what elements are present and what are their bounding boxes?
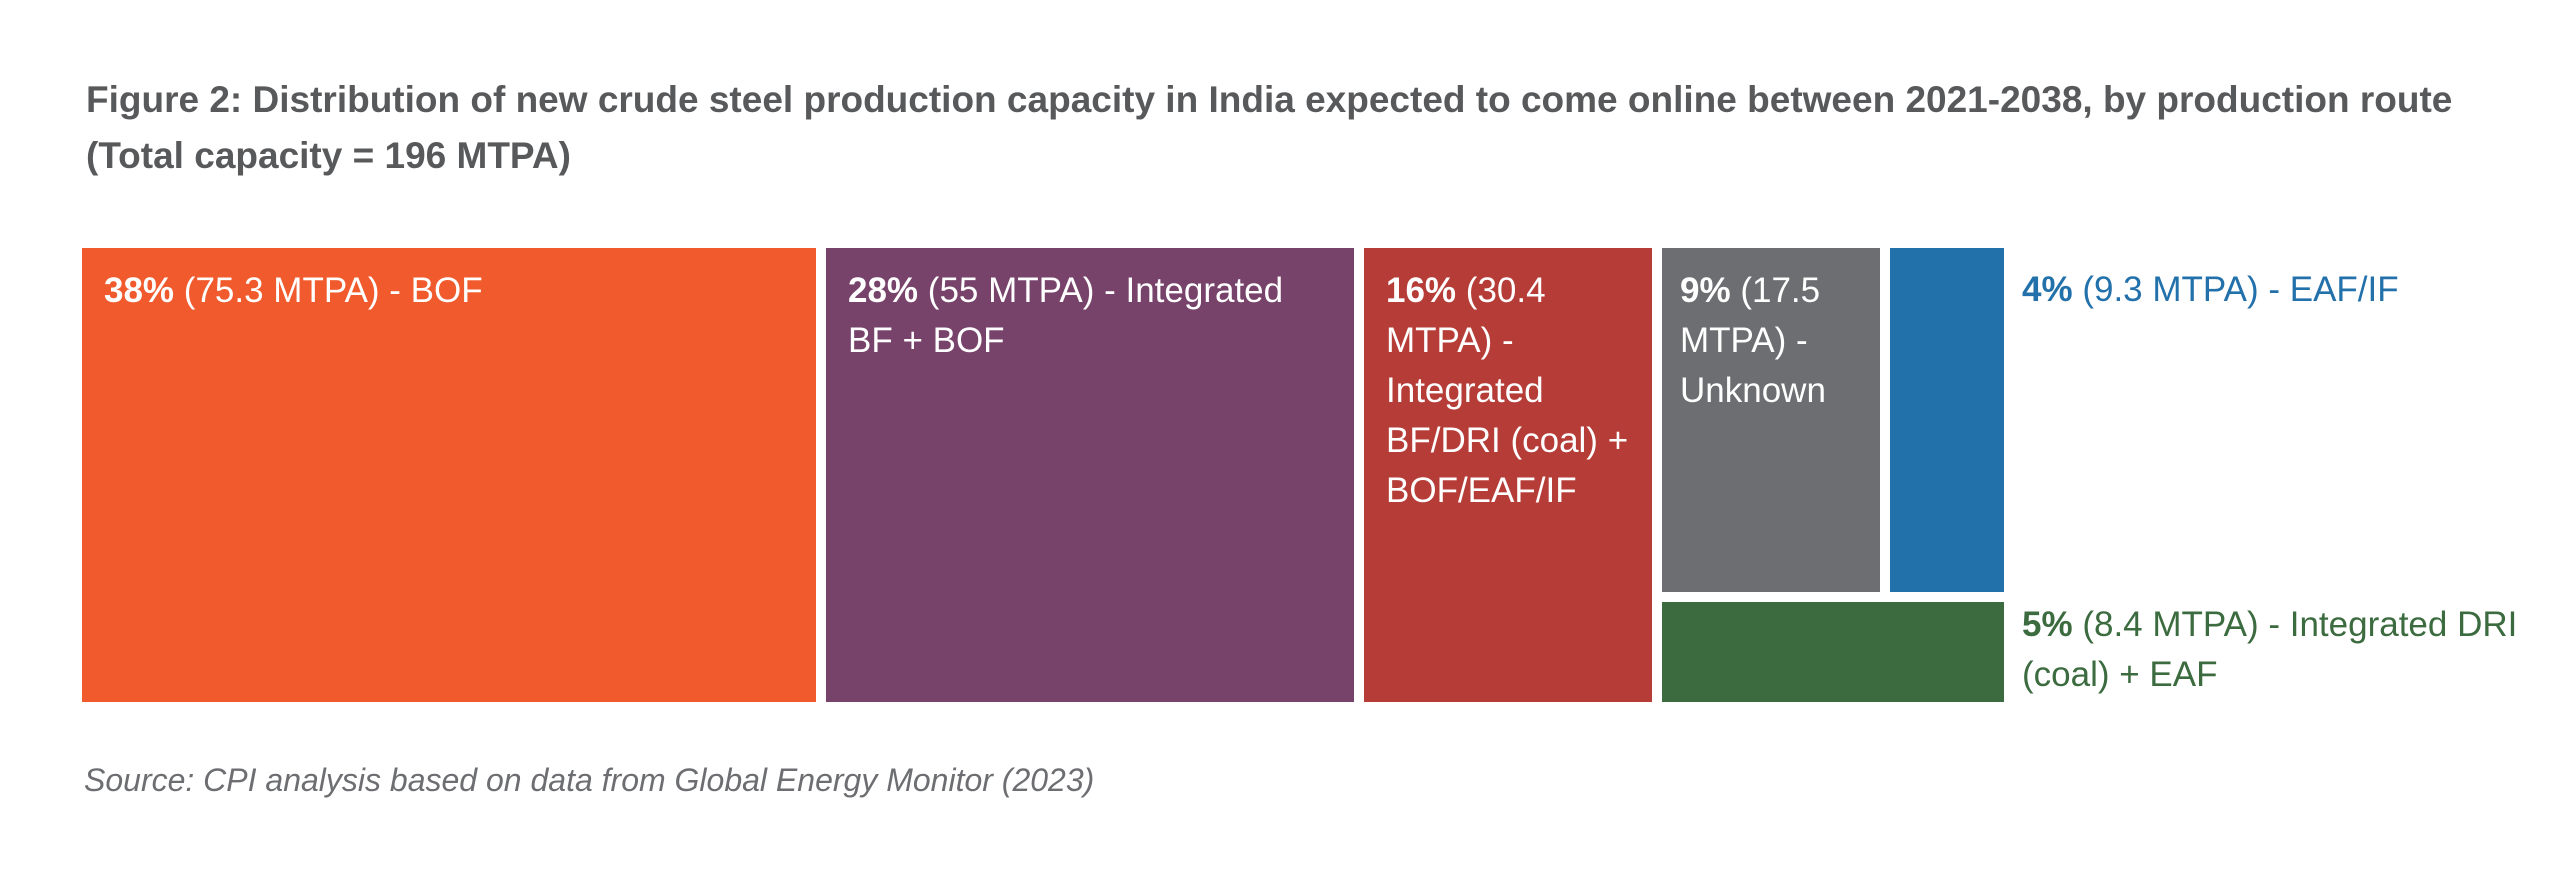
tile-integrated-dri-eaf — [1662, 602, 2004, 702]
tile-integrated-bf-bof-percent: 28% — [848, 271, 919, 310]
tile-bof-detail: (75.3 MTPA) - BOF — [174, 271, 483, 310]
tile-integrated-bf-dri-detail: (30.4 MTPA) - Integrated BF/DRI (coal) +… — [1386, 271, 1629, 510]
tile-integrated-bf-dri: 16% (30.4 MTPA) - Integrated BF/DRI (coa… — [1364, 248, 1652, 702]
label-integrated-dri-eaf: 5% (8.4 MTPA) - Integrated DRI (coal) + … — [2022, 600, 2522, 700]
tile-unknown-percent: 9% — [1680, 271, 1731, 310]
label-eaf-if-percent: 4% — [2022, 270, 2073, 309]
label-eaf-if-detail: (9.3 MTPA) - EAF/IF — [2072, 270, 2399, 309]
label-integrated-dri-eaf-detail: (8.4 MTPA) - Integrated DRI (coal) + EAF — [2022, 605, 2518, 694]
tile-unknown: 9% (17.5 MTPA) - Unknown — [1662, 248, 1880, 592]
tile-bof: 38% (75.3 MTPA) - BOF — [82, 248, 816, 702]
label-integrated-dri-eaf-percent: 5% — [2022, 605, 2073, 644]
tile-integrated-bf-bof-detail: (55 MTPA) - Integrated BF + BOF — [848, 271, 1284, 360]
tile-integrated-bf-dri-percent: 16% — [1386, 271, 1457, 310]
chart-title: Figure 2: Distribution of new crude stee… — [86, 79, 2453, 176]
tile-integrated-bf-bof: 28% (55 MTPA) - Integrated BF + BOF — [826, 248, 1354, 702]
tile-unknown-detail: (17.5 MTPA) - Unknown — [1680, 271, 1826, 410]
tile-eaf-if — [1890, 248, 2004, 592]
tile-bof-percent: 38% — [104, 271, 175, 310]
label-eaf-if: 4% (9.3 MTPA) - EAF/IF — [2022, 265, 2399, 315]
source-note: Source: CPI analysis based on data from … — [84, 762, 1095, 798]
